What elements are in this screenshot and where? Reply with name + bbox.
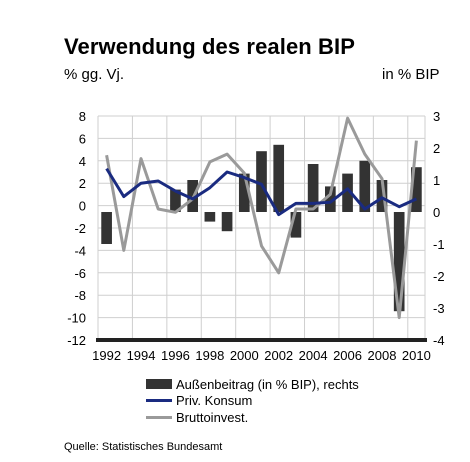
source-note: Quelle: Statistisches Bundesamt: [64, 441, 223, 453]
right-tick-label: 1: [433, 173, 440, 188]
x-tick-label: 2006: [333, 348, 362, 363]
bar-1999: [221, 212, 233, 232]
bar-2002: [273, 144, 285, 212]
x-tick-label: 2002: [264, 348, 293, 363]
right-tick-label: -3: [433, 301, 445, 316]
right-tick-label: 0: [433, 205, 440, 220]
x-tick-label: 2004: [299, 348, 328, 363]
right-tick-label: 2: [433, 141, 440, 156]
bar-1998: [204, 212, 216, 222]
x-tick-label: 2008: [368, 348, 397, 363]
x-tick-label: 1994: [127, 348, 156, 363]
x-tick-label: 1992: [92, 348, 121, 363]
x-tick-label: 2000: [230, 348, 259, 363]
left-tick-label: 8: [79, 109, 86, 124]
right-tick-label: -4: [433, 333, 445, 348]
legend-item-invest: Bruttoinvest.: [146, 409, 359, 426]
legend-item-konsum: Priv. Konsum: [146, 393, 359, 410]
legend-label-bars: Außenbeitrag (in % BIP), rechts: [176, 376, 359, 392]
left-tick-label: 0: [79, 199, 86, 214]
bar-1992: [101, 212, 112, 244]
bar-2006: [342, 173, 353, 212]
left-tick-label: -8: [74, 288, 86, 303]
x-tick-label: 1998: [195, 348, 224, 363]
legend-swatch-bars: [146, 379, 172, 390]
left-tick-label: -2: [74, 221, 86, 236]
left-tick-label: 2: [79, 176, 86, 191]
legend-swatch-invest: [146, 415, 172, 419]
chart-legend: Außenbeitrag (in % BIP), rechts Priv. Ko…: [146, 376, 359, 426]
left-tick-label: 6: [79, 131, 86, 146]
bar-2008: [376, 180, 388, 212]
right-tick-label: -2: [433, 269, 445, 284]
chart-title: Verwendung des realen BIP: [64, 34, 356, 59]
x-tick-label: 2010: [402, 348, 431, 363]
left-tick-label: -12: [67, 333, 86, 348]
right-tick-label: 3: [433, 109, 440, 124]
legend-item-bars: Außenbeitrag (in % BIP), rechts: [146, 376, 359, 393]
bar-1996: [170, 189, 181, 212]
legend-swatch-konsum: [146, 399, 172, 403]
x-tick-label: 1996: [161, 348, 190, 363]
legend-label-konsum: Priv. Konsum: [176, 393, 253, 409]
right-tick-label: -1: [433, 237, 445, 252]
bar-2000: [238, 173, 250, 212]
left-tick-label: -4: [74, 243, 86, 258]
legend-label-invest: Bruttoinvest.: [176, 409, 249, 425]
left-tick-label: 4: [79, 154, 86, 169]
bar-2007: [359, 160, 371, 212]
line-priv-konsum: [105, 167, 418, 217]
bar-2001: [256, 151, 267, 212]
bar-2003: [290, 212, 302, 238]
bar-2010: [411, 167, 422, 212]
left-axis-unit: % gg. Vj.: [64, 66, 125, 83]
bar-2004: [307, 164, 319, 212]
line-bruttoinvest: [105, 116, 418, 320]
bar-2009: [393, 212, 405, 312]
left-tick-label: -6: [74, 266, 86, 281]
right-axis-unit: in % BIP: [382, 66, 440, 83]
bar-2005: [325, 186, 336, 212]
left-tick-label: -10: [67, 311, 86, 326]
